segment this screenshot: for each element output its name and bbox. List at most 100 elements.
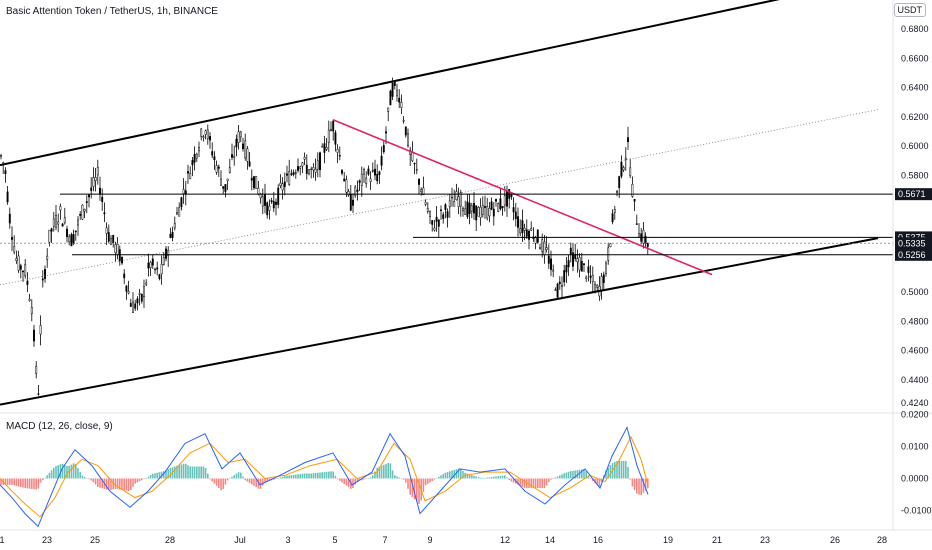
histogram-bar — [325, 471, 328, 479]
currency-badge[interactable]: USDT — [893, 3, 926, 17]
histogram-bar — [347, 478, 350, 488]
histogram-bar — [233, 475, 235, 479]
candle-body — [389, 90, 392, 106]
histogram-bar — [429, 478, 431, 483]
histogram-bar — [510, 478, 513, 482]
histogram-bar — [578, 469, 581, 479]
candle-body — [288, 171, 291, 185]
candle-body — [30, 307, 33, 314]
histogram-bar — [310, 473, 312, 479]
histogram-bar — [273, 478, 275, 480]
macd-indicator-label[interactable]: MACD (12, 26, close, 9) — [6, 421, 113, 432]
histogram-bar — [215, 478, 218, 486]
histogram-bar — [70, 464, 73, 479]
histogram-bar — [149, 475, 152, 479]
candle-body — [541, 239, 544, 252]
candle-body — [0, 155, 2, 157]
macd-pane[interactable] — [0, 425, 649, 528]
candle-body — [6, 191, 9, 203]
histogram-bar — [288, 475, 290, 479]
histogram-bar — [105, 478, 108, 490]
candle-body — [316, 160, 319, 170]
candle-body — [15, 258, 18, 261]
signal-line — [0, 435, 649, 518]
histogram-bar — [541, 478, 543, 489]
histogram-bar — [6, 478, 9, 485]
histogram-bar — [521, 478, 524, 487]
histogram-bar — [176, 465, 178, 479]
histogram-bar — [433, 478, 436, 480]
candle-body — [57, 221, 60, 225]
candle-body — [173, 222, 176, 229]
histogram-bar — [0, 478, 2, 485]
candle-body — [371, 170, 374, 172]
candle-body — [550, 258, 552, 270]
candle-body — [79, 213, 82, 216]
candle-body — [246, 148, 249, 162]
candle-body — [209, 136, 211, 141]
candle-body — [343, 178, 346, 182]
candle-body — [140, 294, 143, 302]
candle-body — [202, 136, 205, 138]
candle-body — [74, 230, 77, 233]
candle-body — [193, 154, 196, 163]
time-tick-label: 5 — [332, 535, 337, 545]
candle-body — [270, 200, 273, 203]
histogram-bar — [226, 478, 229, 481]
candle-body — [327, 129, 330, 144]
histogram-bar — [475, 476, 477, 479]
histogram-bar — [574, 470, 576, 479]
candle-body — [563, 270, 566, 283]
candle-body — [11, 237, 13, 240]
candle-body — [600, 276, 603, 291]
time-tick-label: 19 — [663, 535, 673, 545]
candle-body — [607, 247, 610, 261]
histogram-bar — [75, 463, 77, 479]
price-pane[interactable] — [0, 0, 893, 406]
histogram-bar — [319, 472, 321, 479]
histogram-bar — [262, 478, 264, 486]
candle-body — [33, 329, 35, 342]
histogram-bar — [72, 463, 75, 479]
candle-body — [627, 137, 629, 143]
histogram-bar — [299, 473, 301, 479]
histogram-bar — [416, 478, 418, 502]
candle-body — [642, 229, 645, 244]
histogram-bar — [616, 461, 618, 479]
candle-body — [213, 156, 216, 161]
histogram-bar — [48, 472, 51, 479]
time-tick-label: 23 — [760, 535, 770, 545]
candle-body — [587, 266, 590, 273]
macd-tick-label: -0.0100 — [901, 505, 932, 515]
candle-body — [347, 191, 350, 196]
histogram-bar — [317, 472, 319, 479]
candle-body — [292, 172, 295, 175]
histogram-bar — [279, 477, 282, 479]
histogram-bar — [640, 478, 642, 496]
candle-body — [387, 107, 390, 112]
candle-body — [255, 175, 258, 189]
candle-body — [369, 178, 372, 182]
candle-body — [81, 204, 84, 220]
candle-body — [567, 259, 570, 268]
histogram-bar — [31, 478, 33, 489]
histogram-bar — [614, 462, 616, 479]
histogram-bar — [306, 473, 308, 479]
candle-body — [138, 293, 141, 295]
histogram-bar — [462, 470, 464, 479]
candle-body — [492, 208, 495, 217]
histogram-bar — [552, 478, 554, 479]
histogram-bar — [251, 478, 253, 485]
candle-body — [13, 246, 16, 253]
candle-body — [136, 298, 139, 304]
histogram-bar — [550, 478, 552, 480]
histogram-bar — [42, 478, 44, 481]
histogram-bar — [240, 472, 242, 479]
histogram-bar — [116, 478, 119, 490]
histogram-bar — [493, 476, 495, 479]
histogram-bar — [94, 478, 97, 485]
histogram-bar — [281, 476, 284, 479]
histogram-bar — [237, 472, 240, 479]
histogram-bar — [532, 478, 535, 489]
